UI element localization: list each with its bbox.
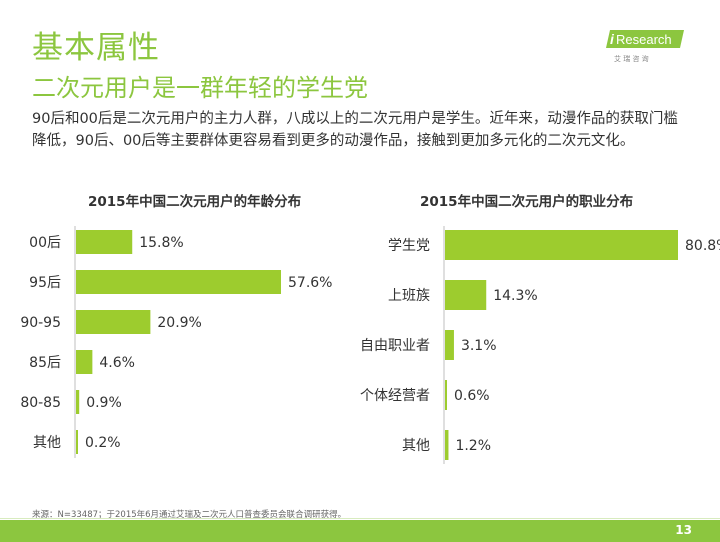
occupation-category-label: 其他 bbox=[402, 438, 430, 454]
age-category-label: 00后 bbox=[29, 235, 61, 251]
age-value-label: 0.9% bbox=[86, 395, 122, 411]
source-note: 来源：N=33487；于2015年6月通过艾瑞及二次元人口普查委员会联合调研获得… bbox=[32, 510, 347, 520]
occupation-category-label: 自由职业者 bbox=[360, 338, 430, 354]
page-title: 基本属性 bbox=[32, 30, 160, 66]
occupation-distribution-chart: 学生党 80.8% 上班族 14.3% 自由职业者 3.1% 个体经营者 0.6% 其他 1.2% bbox=[360, 226, 720, 464]
occupation-category-label: 个体经营者 bbox=[360, 388, 430, 404]
occupation-category-label: 上班族 bbox=[388, 288, 430, 304]
logo-graphic: i Research 艾 瑞 咨 询 bbox=[606, 30, 684, 63]
occupation-value-label: 14.3% bbox=[493, 288, 537, 304]
age-category-label: 80-85 bbox=[20, 395, 61, 411]
age-bar bbox=[76, 430, 78, 454]
logo-brand-text: Research bbox=[616, 32, 672, 47]
iresearch-logo: i Research 艾 瑞 咨 询 bbox=[604, 28, 688, 66]
page-number: 13 bbox=[675, 523, 692, 537]
page-subtitle: 二次元用户是一群年轻的学生党 bbox=[32, 74, 368, 102]
age-bar bbox=[76, 270, 281, 294]
occupation-bar bbox=[445, 380, 447, 410]
age-bar bbox=[76, 350, 93, 374]
occupation-value-label: 0.6% bbox=[454, 388, 490, 404]
occupation-bar bbox=[445, 430, 449, 460]
age-chart-title: 2015年中国二次元用户的年龄分布 bbox=[88, 194, 302, 210]
age-value-label: 15.8% bbox=[139, 235, 183, 251]
occupation-category-label: 学生党 bbox=[388, 238, 430, 254]
age-category-label: 90-95 bbox=[20, 315, 61, 331]
occupation-bar bbox=[445, 230, 678, 260]
age-category-label: 85后 bbox=[29, 355, 61, 371]
logo-cn-text: 艾 瑞 咨 询 bbox=[614, 54, 649, 63]
age-category-label: 95后 bbox=[29, 275, 61, 291]
page-description: 90后和00后是二次元用户的主力人群，八成以上的二次元用户是学生。近年来，动漫作… bbox=[32, 111, 678, 149]
age-value-label: 57.6% bbox=[288, 275, 332, 291]
footer-divider bbox=[0, 518, 720, 519]
age-bar bbox=[76, 390, 80, 414]
age-bar bbox=[76, 230, 133, 254]
logo-brand-i: i bbox=[610, 31, 615, 47]
occupation-chart-title: 2015年中国二次元用户的职业分布 bbox=[420, 194, 634, 210]
footer-bar: 13 bbox=[0, 520, 720, 542]
age-category-label: 其他 bbox=[33, 435, 61, 451]
occupation-value-label: 80.8% bbox=[685, 238, 720, 254]
age-distribution-chart: 00后 15.8% 95后 57.6% 90-95 20.9% 85后 4.6% 80-85 0.… bbox=[20, 226, 332, 458]
age-value-label: 4.6% bbox=[99, 355, 135, 371]
occupation-bar bbox=[445, 280, 487, 310]
age-value-label: 0.2% bbox=[85, 435, 121, 451]
occupation-value-label: 3.1% bbox=[461, 338, 497, 354]
occupation-value-label: 1.2% bbox=[455, 438, 491, 454]
age-bar bbox=[76, 310, 151, 334]
age-value-label: 20.9% bbox=[157, 315, 201, 331]
occupation-bar bbox=[445, 330, 454, 360]
